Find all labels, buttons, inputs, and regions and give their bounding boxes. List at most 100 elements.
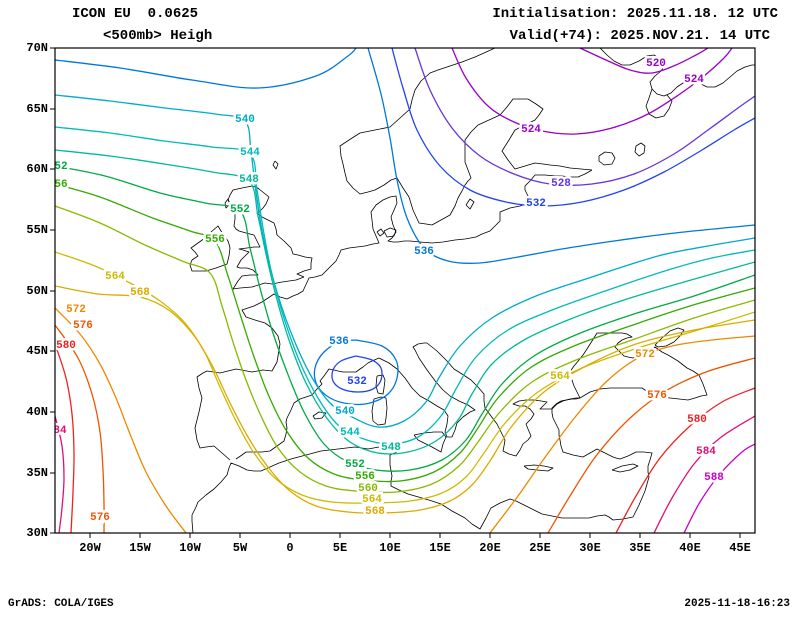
contour-532 [391,48,755,207]
coastline [272,160,279,170]
contour-520 [579,48,709,74]
contour-label: 568 [365,506,385,518]
contour-524 [451,48,733,135]
contour-label: 580 [687,414,707,426]
coastline [227,185,313,290]
lon-label: 30E [579,541,601,555]
lon-label: 20W [79,541,101,555]
contour-536 [55,48,357,89]
lat-label: 35N [26,466,48,480]
coastline [598,151,616,166]
lat-label: 40N [26,405,48,419]
axis-labels-layer: 70N 65N 60N 55N 50N 45N 40N 35N 30N 20W 15W 10W 5W 0 5… [26,41,750,555]
coastline [568,332,708,401]
contour-584 [653,415,755,533]
lon-label: 15E [429,541,451,555]
contour-label: 580 [56,340,76,352]
coastline [194,169,593,461]
coastline [378,342,476,438]
contour-572 [489,335,755,533]
contour-label: 524 [684,74,704,86]
contour-label: 56 [54,179,67,191]
contour-572 [55,307,187,533]
contour-label: 552 [230,204,250,216]
header-level-variable: <500mb> Heigh [103,28,213,44]
lon-label: 45E [729,541,751,555]
contour-576 [55,324,105,533]
coastline [376,228,385,237]
coastline [523,464,554,472]
contour-label: 568 [130,287,150,299]
contour-556 [55,183,755,483]
contour-label: 564 [105,271,125,283]
contour-576 [547,357,755,533]
coastline [375,374,386,395]
coastlines-layer [189,48,755,533]
footer-timestamp: 2025-11-18-16:23 [684,598,790,610]
contour-label: 524 [521,124,541,136]
contour-label: 540 [335,406,355,418]
lon-label: 35E [629,541,651,555]
coastline [189,225,231,272]
contour-label: 532 [526,198,546,210]
contour-label: 520 [646,58,666,70]
contour-label: 556 [205,234,225,246]
contour-label: 84 [53,425,67,437]
lat-label: 50N [26,284,48,298]
contour-528 [414,48,755,186]
lat-label: 65N [26,102,48,116]
lon-label: 15W [129,541,151,555]
contour-label: 548 [381,442,401,454]
contour-580 [55,343,75,533]
contour-label: 576 [647,390,667,402]
coastline [426,342,580,457]
coastline [645,88,673,119]
lon-label: 5W [233,541,248,555]
contour-label: 564 [550,371,570,383]
contours-layer [55,48,755,533]
contour-label: 564 [362,494,382,506]
contour-560 [55,205,755,494]
lon-label: 10E [379,541,401,555]
contour-548 [55,149,755,455]
lon-label: 5E [333,541,347,555]
contour-564 [55,251,755,504]
contour-label: 536 [329,336,349,348]
lat-label: 55N [26,223,48,237]
contour-540 [55,94,755,428]
lat-label: 60N [26,162,48,176]
header-init-time: Initialisation: 2025.11.18. 12 UTC [492,6,778,22]
contour-label: 532 [347,376,367,388]
coastline [611,463,639,473]
coastline [383,227,397,238]
lon-label: 40E [679,541,701,555]
contour-labels-layer: 520 524 524 528 532 532 536 536 540 540 544 544 548 5… [53,56,727,527]
header-valid-time: Valid(+74): 2025.NOV.21. 14 UTC [509,28,770,44]
lon-label: 25E [529,541,551,555]
contour-label: 544 [340,427,360,439]
contour-536 [313,339,399,406]
contour-536 [367,48,755,264]
contour-label: 556 [355,471,375,483]
contour-label: 552 [345,459,365,471]
lat-label: 45N [26,344,48,358]
contour-label: 544 [240,147,260,159]
contour-584 [55,415,65,533]
lon-label: 20E [479,541,501,555]
coastline [312,411,327,420]
lon-label: 0 [286,541,293,555]
contour-552 [55,165,755,472]
coastline [224,198,231,209]
lat-label: 30N [26,526,48,540]
coastline [465,198,475,210]
contour-label: 576 [90,512,110,524]
coastline [191,397,653,533]
coastline [634,142,646,157]
contour-label: 52 [54,161,67,173]
contour-label: 584 [696,446,716,458]
contour-544 [55,126,755,445]
contour-label: 536 [414,246,434,258]
contour-label: 548 [239,174,259,186]
